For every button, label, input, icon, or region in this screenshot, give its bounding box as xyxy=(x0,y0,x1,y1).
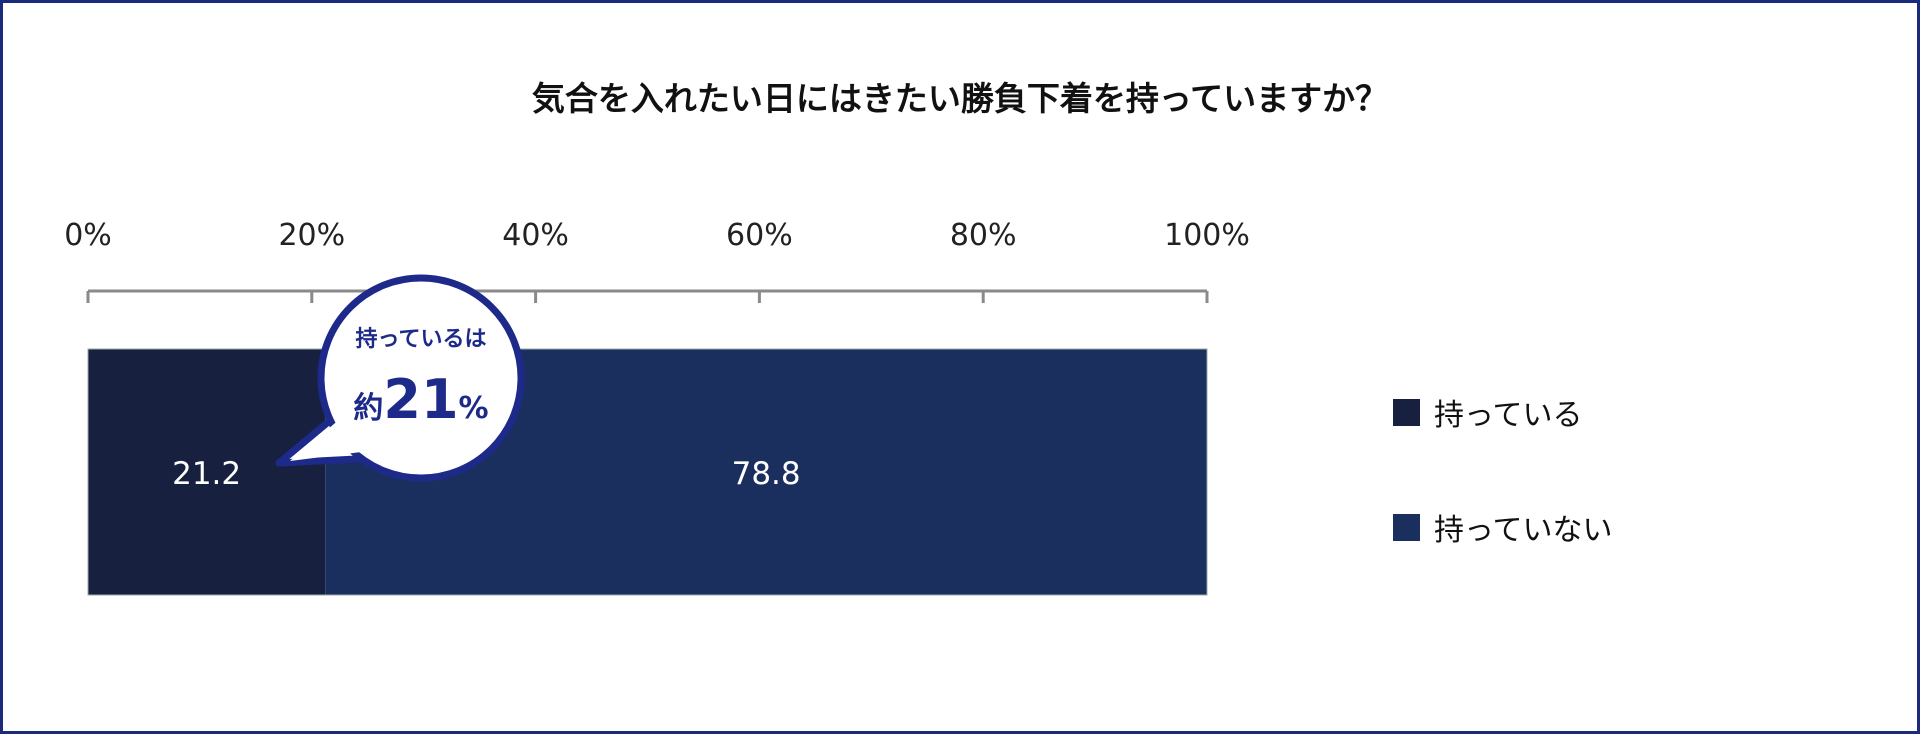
legend-swatch xyxy=(1393,398,1420,426)
data-label: 78.8 xyxy=(732,456,801,492)
legend-label: 持っていない xyxy=(1434,513,1613,548)
legend-item-not-have: 持っていない xyxy=(1393,505,1613,549)
bar-segment xyxy=(88,349,326,595)
x-tick-label: 40% xyxy=(502,218,569,253)
callout-value-part: % xyxy=(459,391,489,426)
callout-value-part: 約 xyxy=(353,391,383,426)
callout-value-part: 21 xyxy=(383,368,458,431)
x-tick-label: 60% xyxy=(726,218,793,253)
bar-outline xyxy=(87,348,1208,596)
x-tick-label: 80% xyxy=(950,218,1017,253)
legend-swatch xyxy=(1393,513,1420,541)
x-tick-label: 20% xyxy=(278,218,345,253)
callout-circle xyxy=(317,274,525,482)
legend-label: 持っている xyxy=(1434,398,1583,433)
callout-value: 約21% xyxy=(353,368,488,431)
data-label: 21.2 xyxy=(172,456,241,492)
x-tick-label: 100% xyxy=(1164,218,1250,253)
callout-line1: 持っているは xyxy=(356,327,487,352)
legend-item-have: 持っている xyxy=(1393,390,1583,434)
callout-tail-fill xyxy=(290,408,377,461)
chart-title: 気合を入れたい日にはきたい勝負下着を持っていますか？ xyxy=(531,79,1389,118)
x-tick-label: 0% xyxy=(64,218,112,253)
